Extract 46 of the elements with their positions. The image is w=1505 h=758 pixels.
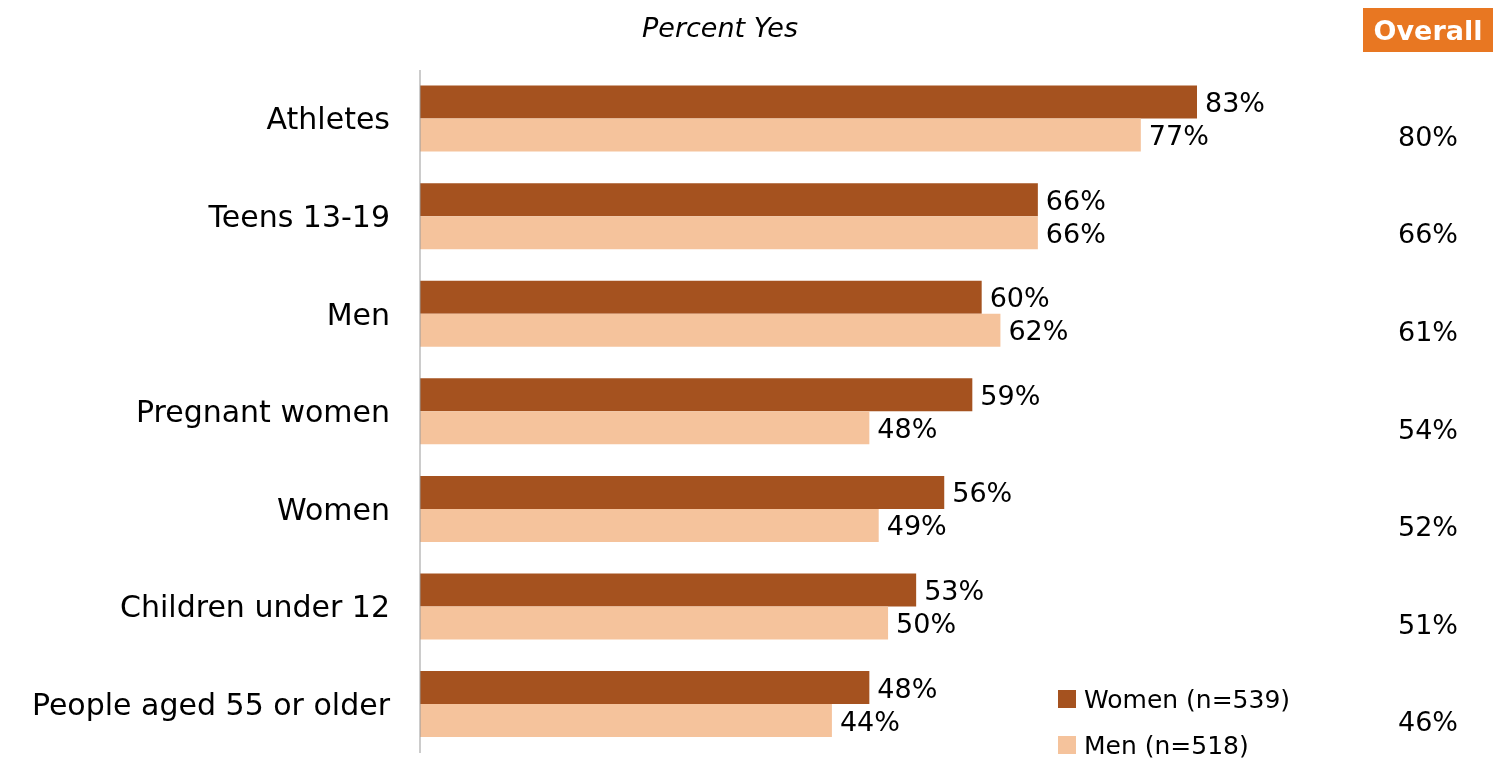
text: 46%	[1397, 706, 1459, 738]
data-label: 53%	[924, 574, 985, 606]
bar	[420, 508, 879, 542]
chart-title: Percent Yes	[641, 12, 799, 43]
text: Overall	[1363, 8, 1493, 52]
bar	[420, 573, 917, 607]
bar	[420, 378, 973, 412]
bar	[420, 704, 832, 738]
bar	[420, 671, 870, 705]
data-label: 48%	[877, 412, 938, 444]
text: 51%	[1397, 608, 1459, 640]
data-label: 66%	[1045, 217, 1106, 249]
bar	[420, 313, 1001, 347]
text: 52%	[1397, 511, 1459, 543]
data-label: 83%	[1205, 87, 1266, 119]
data-label: 44%	[839, 705, 900, 737]
legend-label: Women (n=539)	[1084, 684, 1291, 714]
bar	[420, 118, 1141, 152]
text: 66%	[1397, 218, 1459, 250]
bar	[420, 475, 945, 509]
bar	[420, 183, 1038, 217]
data-label: 48%	[877, 672, 938, 704]
text: 61%	[1397, 315, 1459, 347]
legend-label: Men (n=518)	[1084, 730, 1249, 758]
y-tick-label: Teens 13-19	[207, 199, 390, 235]
bar	[420, 216, 1038, 250]
y-tick-label: Men	[326, 296, 390, 332]
bar	[420, 606, 889, 640]
data-label: 56%	[952, 477, 1013, 509]
y-tick-label: Children under 12	[120, 589, 390, 625]
text: 80%	[1397, 120, 1459, 152]
y-tick-label: Pregnant women	[135, 394, 390, 430]
data-label: 66%	[1045, 184, 1106, 216]
data-label: 59%	[980, 379, 1041, 411]
data-label: 62%	[1008, 315, 1069, 347]
bar	[420, 411, 870, 445]
text: 54%	[1397, 413, 1459, 445]
data-label: 60%	[989, 282, 1050, 314]
y-tick-label: Women	[277, 491, 390, 527]
bar	[420, 85, 1197, 119]
data-label: 50%	[896, 607, 957, 639]
y-tick-label: People aged 55 or older	[31, 686, 391, 722]
data-label: 49%	[886, 510, 947, 542]
y-tick-label: Athletes	[266, 101, 390, 137]
bar	[420, 280, 982, 314]
data-label: 77%	[1148, 120, 1209, 152]
